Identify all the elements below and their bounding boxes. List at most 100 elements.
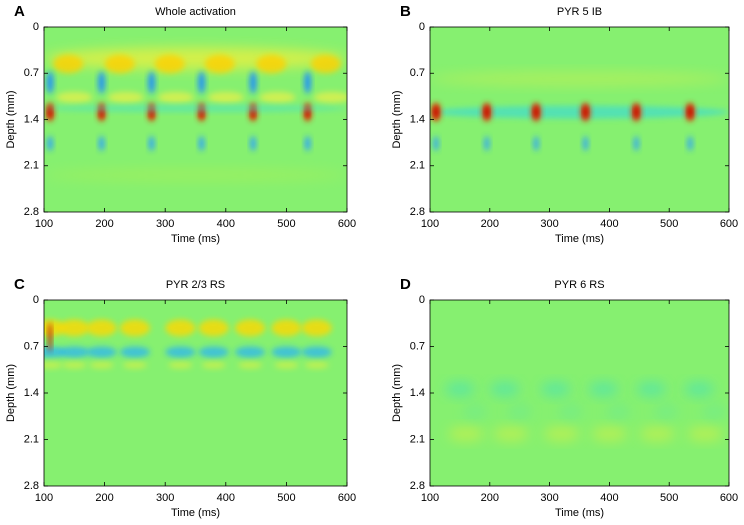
y-tick-label: 2.8 (24, 206, 39, 218)
heatmap-feature (684, 381, 715, 397)
heatmap (430, 71, 729, 151)
heatmap-feature (634, 106, 639, 118)
heatmap-feature (489, 381, 520, 397)
heatmap-feature (687, 136, 694, 151)
y-tick-label: 0.7 (410, 340, 425, 352)
chart-title: Whole activation (155, 6, 236, 18)
panel: 100 200 300 400 500 600 0 0.7 1.4 2.1 2.8 PYR 6 RS D… (391, 276, 738, 519)
heatmap-background (430, 300, 729, 486)
heatmap-feature (204, 54, 235, 74)
heatmap-feature (62, 361, 87, 369)
heatmap-feature (304, 361, 329, 369)
heatmap-feature (606, 404, 631, 420)
y-tick-label: 2.1 (24, 160, 39, 172)
heatmap-feature (639, 426, 676, 442)
x-tick-label: 500 (660, 218, 678, 230)
heatmap-feature (301, 319, 332, 337)
heatmap-feature (591, 426, 628, 442)
heatmap-feature (483, 136, 490, 151)
heatmap-feature (583, 106, 588, 118)
heatmap-feature (44, 167, 347, 183)
heatmap-feature (654, 404, 679, 420)
heatmap-feature (507, 404, 532, 420)
heatmap-feature (540, 381, 571, 397)
y-tick-label: 1.4 (24, 113, 39, 125)
heatmap-feature (234, 346, 266, 358)
y-axis-label: Depth (mm) (5, 90, 17, 148)
heatmap-feature (119, 319, 151, 337)
y-tick-label: 2.8 (410, 206, 425, 218)
panel-letter: C (14, 276, 25, 293)
heatmap-feature (97, 71, 106, 94)
heatmap-feature (271, 319, 302, 337)
heatmap-feature (122, 361, 148, 369)
y-tick-label: 1.4 (24, 387, 39, 399)
y-tick-label: 2.1 (410, 433, 425, 445)
heatmap-feature (688, 106, 693, 118)
heatmap-feature (633, 136, 640, 151)
heatmap-feature (201, 361, 226, 369)
x-tick-label: 600 (720, 492, 738, 504)
panel-letter: D (400, 276, 411, 293)
x-tick-label: 300 (540, 492, 558, 504)
heatmap-feature (301, 346, 332, 358)
x-tick-label: 200 (481, 218, 499, 230)
heatmap-feature (558, 404, 583, 420)
heatmap-feature (53, 54, 84, 74)
panel-letter: A (14, 3, 25, 20)
y-tick-label: 2.8 (410, 480, 425, 492)
x-tick-label: 500 (660, 492, 678, 504)
panel: 100 200 300 400 500 600 0 0.7 1.4 2.1 2.8 PYR 5 IB B… (391, 3, 738, 245)
heatmap-feature (234, 319, 266, 337)
heatmap-feature (44, 47, 347, 70)
heatmap-feature (702, 404, 727, 420)
x-tick-label: 200 (95, 218, 113, 230)
panel-letter: B (400, 3, 411, 20)
heatmap-feature (198, 319, 229, 337)
y-tick-label: 0 (33, 294, 39, 306)
heatmap-feature (484, 106, 489, 118)
y-tick-label: 0.7 (410, 67, 425, 79)
heatmap-feature (271, 346, 302, 358)
heatmap-feature (86, 346, 117, 358)
heatmap (44, 319, 332, 369)
y-tick-label: 0 (419, 294, 425, 306)
x-tick-label: 400 (217, 218, 235, 230)
heatmap-feature (462, 404, 487, 420)
chart-title: PYR 6 RS (554, 279, 604, 291)
heatmap-feature (687, 426, 724, 442)
x-tick-label: 100 (35, 218, 53, 230)
heatmap-feature (47, 136, 54, 151)
heatmap-feature (543, 426, 580, 442)
chart-title: PYR 2/3 RS (166, 279, 225, 291)
x-tick-label: 100 (421, 492, 439, 504)
heatmap-feature (582, 136, 589, 151)
heatmap-background (430, 27, 729, 212)
heatmap-feature (59, 346, 90, 358)
x-tick-label: 300 (156, 492, 174, 504)
heatmap-feature (274, 361, 299, 369)
heatmap-feature (304, 136, 311, 151)
heatmap-feature (107, 91, 144, 103)
x-axis-label: Time (ms) (555, 507, 604, 519)
x-axis-label: Time (ms) (171, 507, 220, 519)
x-tick-label: 300 (156, 218, 174, 230)
x-axis-label: Time (ms) (555, 233, 604, 245)
heatmap-feature (197, 71, 206, 94)
panel: 100 200 300 400 500 600 0 0.7 1.4 2.1 2.8 PYR 2/3 R… (5, 276, 356, 519)
x-tick-label: 400 (600, 492, 618, 504)
x-tick-label: 100 (421, 218, 439, 230)
heatmap-feature (198, 346, 229, 358)
heatmap-feature (56, 91, 93, 103)
x-tick-label: 600 (720, 218, 738, 230)
heatmap-feature (492, 426, 529, 442)
x-tick-label: 500 (277, 492, 295, 504)
heatmap-feature (533, 136, 540, 151)
heatmap-feature (157, 91, 194, 103)
y-axis-label: Depth (mm) (391, 364, 403, 422)
heatmap-feature (259, 91, 296, 103)
x-tick-label: 600 (338, 492, 356, 504)
heatmap-feature (256, 54, 287, 74)
heatmap-feature (89, 361, 114, 369)
x-tick-label: 500 (277, 218, 295, 230)
